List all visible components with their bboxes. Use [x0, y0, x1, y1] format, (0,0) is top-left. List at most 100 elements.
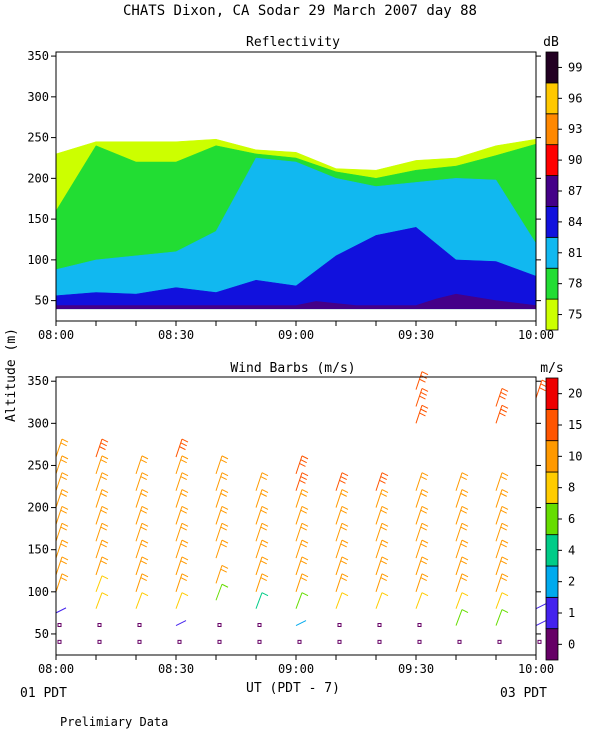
wind-barb-feather	[140, 509, 147, 514]
wind-barb	[55, 539, 69, 559]
wind-barb-staff	[135, 539, 143, 559]
wind-barb	[455, 573, 469, 592]
wind-barb-feather	[420, 509, 427, 514]
wind-barb	[95, 472, 109, 491]
wind-barb-feather	[101, 489, 109, 494]
wind-barb	[175, 539, 189, 559]
wind-barb-feather	[380, 577, 387, 582]
wind-barb-feather	[141, 489, 149, 494]
wind-barb-feather	[421, 522, 429, 527]
calm-marker	[457, 639, 462, 644]
wind-barbs	[55, 371, 549, 644]
wind-barb-staff	[255, 489, 263, 508]
wind-barb-staff	[375, 556, 383, 576]
wind-barb-feather	[261, 522, 269, 527]
wind-barb-feather	[501, 388, 509, 392]
wind-barb-staff	[455, 506, 463, 525]
wind-barb-feather	[181, 505, 189, 510]
wind-barb-staff	[495, 556, 503, 576]
wind-barb-feather	[221, 539, 229, 544]
wind-barb-feather	[421, 371, 429, 376]
wind-barb-feather	[341, 556, 349, 561]
wind-colorbar-swatch	[545, 596, 559, 630]
wind-barb-feather	[341, 592, 349, 597]
wind-colorbar-swatch	[545, 377, 559, 410]
wind-barb-feather	[461, 505, 469, 510]
wind-barb-staff	[415, 523, 423, 542]
wind-barb	[495, 522, 509, 542]
wind-barb-feather	[100, 560, 107, 565]
wind-barb-staff	[135, 556, 143, 576]
wind-barb-feather	[500, 509, 507, 514]
reflectivity-ytick-label: 250	[27, 131, 49, 145]
wind-xtick-label: 09:00	[278, 662, 314, 676]
wind-barb-feather	[101, 556, 109, 561]
wind-barb	[135, 505, 149, 525]
wind-barb-feather	[60, 459, 67, 464]
calm-marker	[57, 623, 62, 628]
wind-barb-feather	[420, 577, 427, 582]
wind-barb	[135, 592, 149, 609]
wind-barb	[135, 556, 149, 576]
wind-barb-feather	[500, 391, 507, 396]
wind-barb-feather	[260, 543, 267, 548]
wind-xtick-label: 10:00	[518, 662, 554, 676]
wind-barb	[415, 388, 429, 407]
reflectivity-colorbar-label: 93	[568, 122, 582, 136]
reflectivity-region-84	[56, 227, 536, 310]
wind-barb-feather	[181, 573, 189, 578]
wind-barb-staff	[95, 575, 103, 592]
wind-barb-feather	[301, 505, 309, 510]
wind-barb	[375, 522, 389, 542]
wind-barb-staff	[415, 388, 423, 407]
wind-barb-feather	[181, 556, 189, 561]
wind-barb	[255, 556, 269, 576]
wind-barb-staff	[95, 523, 103, 542]
wind-barb-staff	[215, 506, 223, 525]
wind-barb-feather	[60, 560, 67, 565]
wind-barb-staff	[135, 523, 143, 542]
wind-barb-staff	[55, 472, 63, 491]
wind-barb-feather	[340, 560, 347, 565]
wind-barb	[375, 489, 389, 508]
wind-barb	[295, 522, 309, 542]
wind-barb-staff	[495, 388, 503, 407]
wind-barb-staff	[335, 556, 343, 576]
wind-barb-feather	[181, 539, 189, 544]
wind-barb-feather	[61, 438, 69, 443]
wind-barb	[375, 556, 389, 576]
reflectivity-ytick-label: 150	[27, 212, 49, 226]
wind-barb-feather	[421, 404, 429, 409]
wind-barb-feather	[381, 592, 389, 597]
wind-barb-feather	[301, 573, 309, 578]
wind-barb-feather	[461, 472, 469, 477]
wind-barb-feather	[261, 556, 269, 561]
wind-barb-staff	[535, 603, 547, 610]
wind-barb-staff	[135, 455, 143, 475]
wind-barb-feather	[260, 526, 267, 531]
wind-barb-feather	[420, 492, 427, 497]
wind-barb-staff	[495, 523, 503, 542]
wind-colorbar-swatch	[545, 440, 559, 473]
wind-barb	[215, 539, 229, 559]
wind-barbs-frame	[55, 376, 537, 656]
wind-barb	[95, 539, 109, 559]
wind-barb	[135, 522, 149, 542]
wind-barb	[255, 489, 269, 508]
wind-barb-staff	[415, 592, 423, 609]
wind-barb-feather	[260, 509, 267, 514]
wind-barb-feather	[140, 560, 147, 565]
wind-barb-staff	[495, 573, 503, 592]
wind-barb	[455, 472, 469, 491]
wind-barb	[255, 592, 269, 609]
wind-barb-staff	[175, 438, 183, 458]
wind-barb	[415, 404, 429, 424]
reflectivity-panel: Reflectivity 50 100 150 200 250 300 350 08:00 08…	[27, 35, 582, 342]
wind-barb-feather	[220, 568, 227, 573]
wind-barb-staff	[415, 405, 423, 424]
wind-barbs-panel: Wind Barbs (m/s) 5010015020025030035008:…	[27, 361, 582, 676]
wind-barb	[55, 455, 69, 475]
wind-barb	[335, 573, 349, 592]
wind-barb-feather	[421, 472, 429, 477]
wind-barb	[335, 539, 349, 559]
